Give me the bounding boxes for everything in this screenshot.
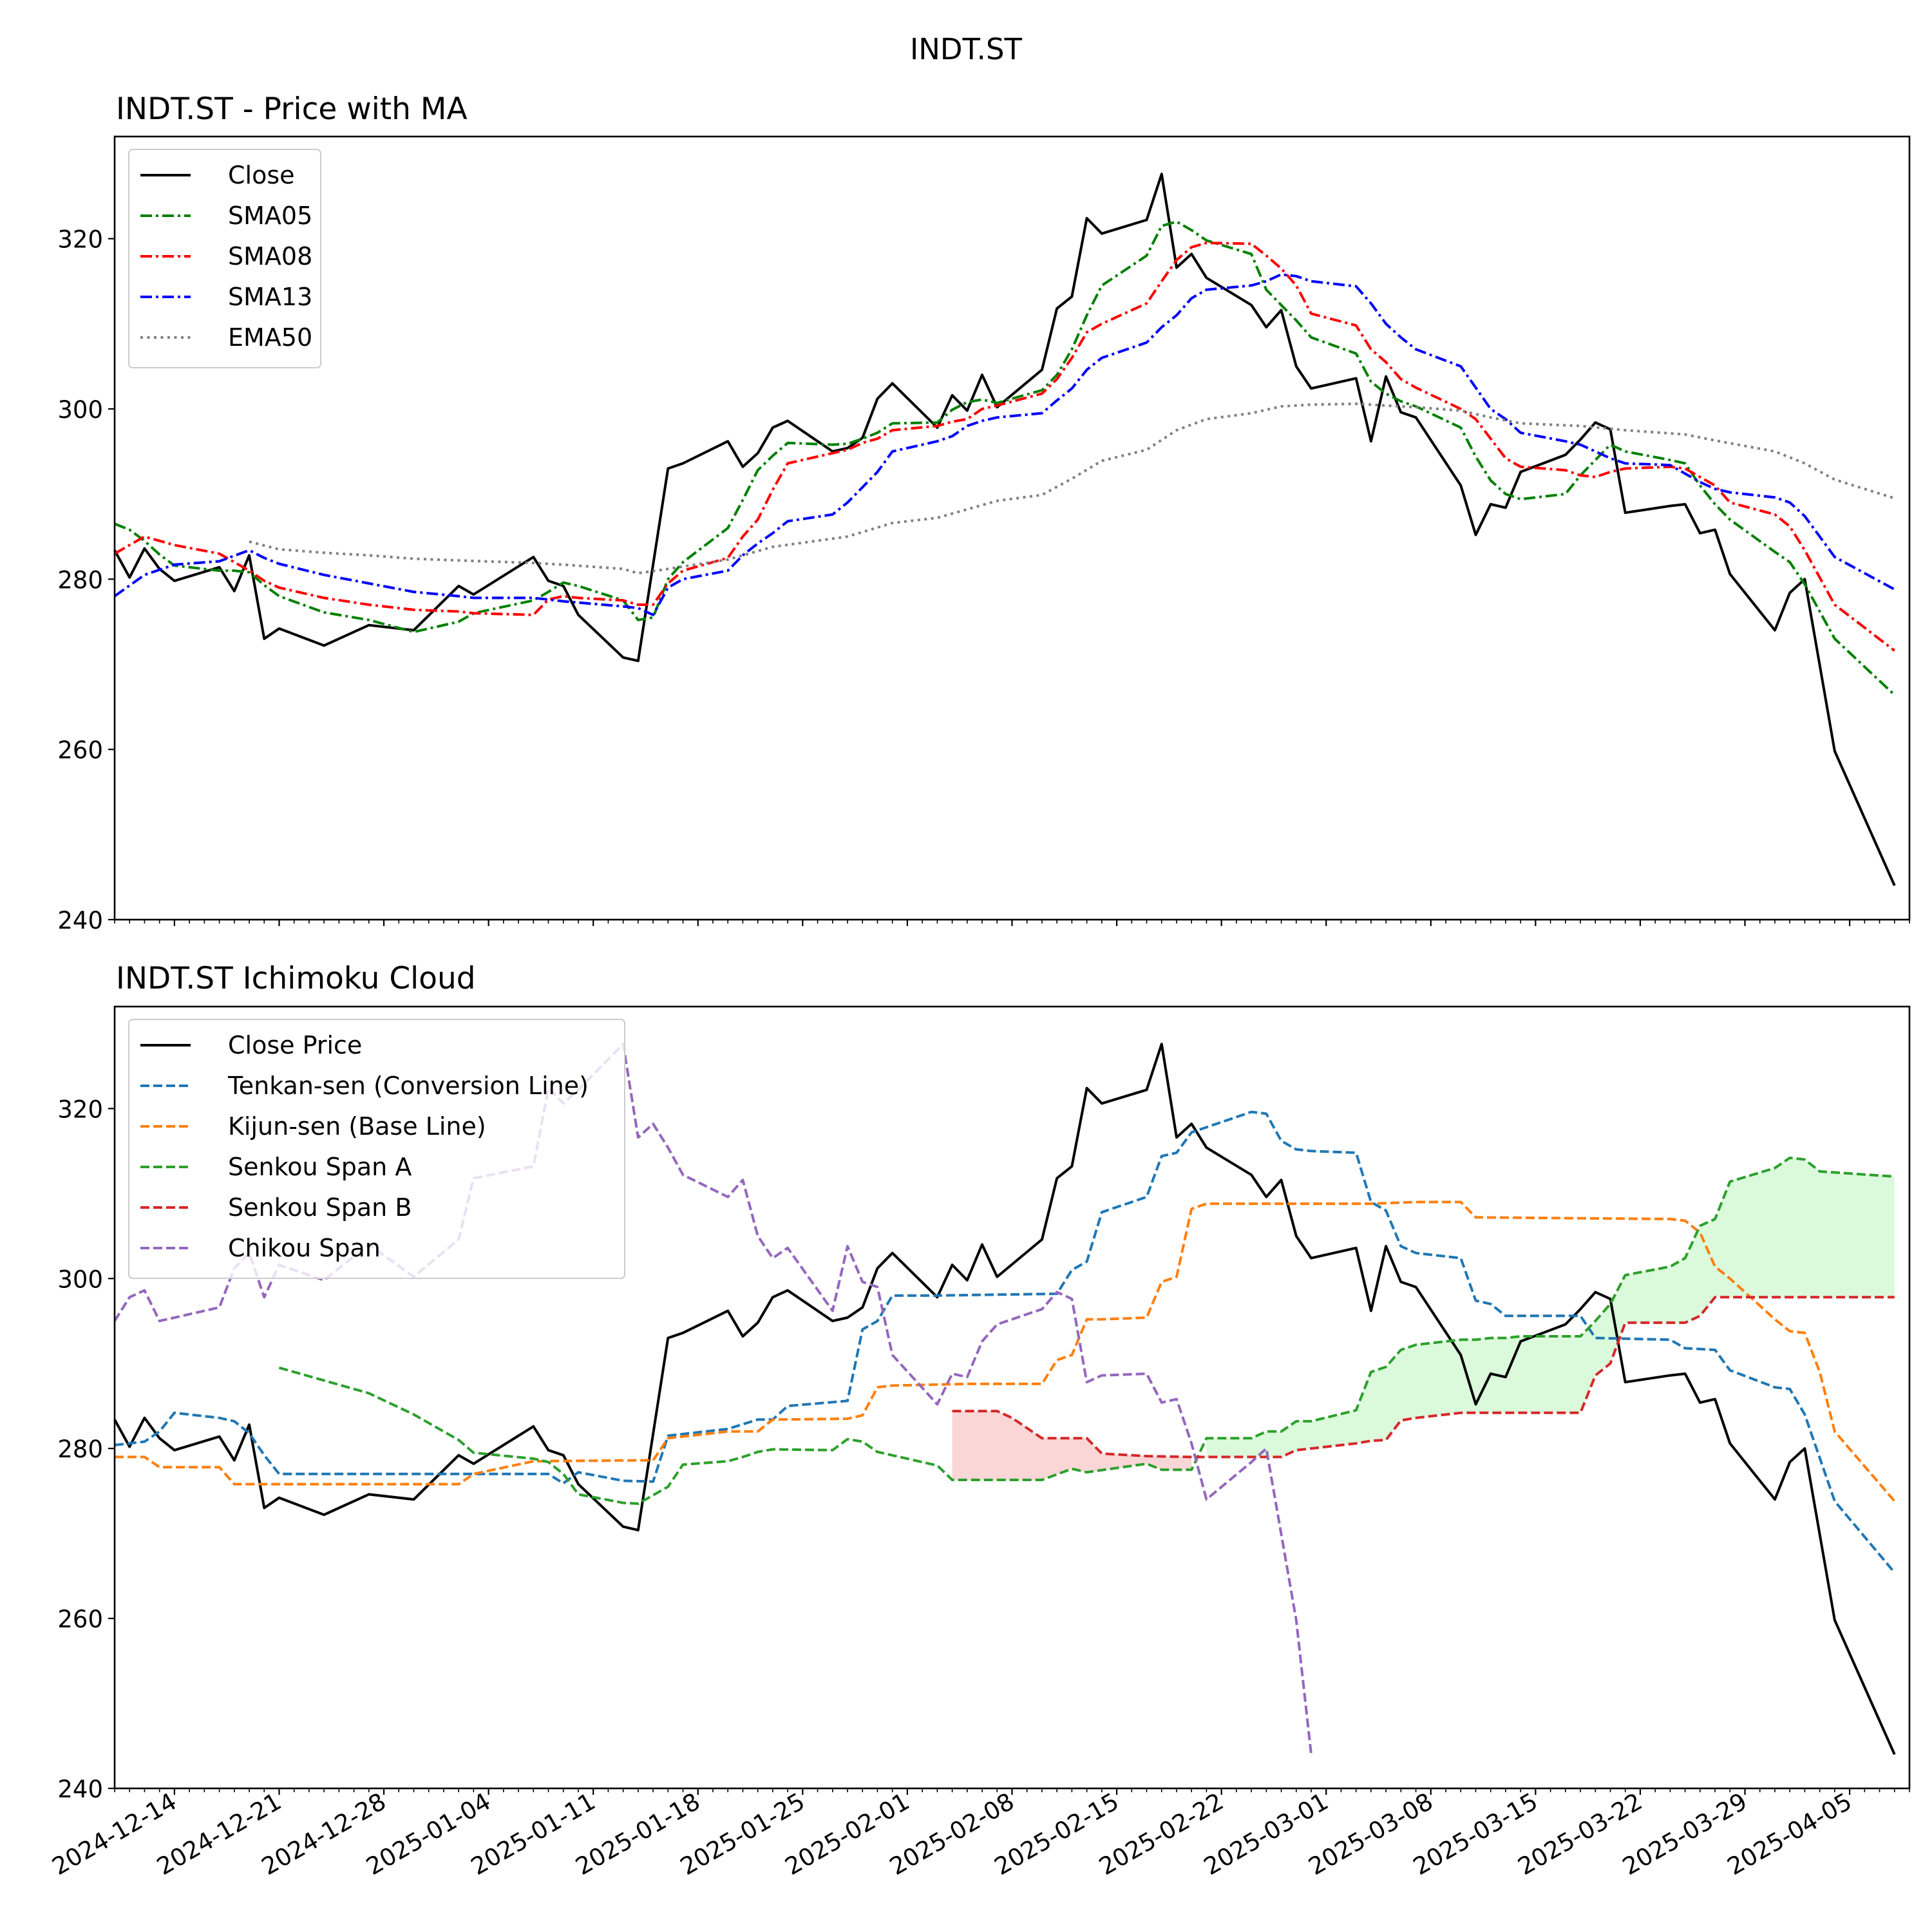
legend-label-sma13: SMA13 <box>228 283 312 311</box>
cloud-fill-bearish <box>952 1411 1192 1480</box>
y-tick-label: 260 <box>57 737 103 764</box>
price-legend: Close SMA05 SMA08 SMA13 EMA50 <box>128 149 321 368</box>
ichimoku-legend: Close Price Tenkan-sen (Conversion Line) K… <box>128 1019 625 1279</box>
y-tick-label: 260 <box>57 1605 103 1633</box>
y-tick-label: 280 <box>57 566 103 594</box>
y-tick-label: 300 <box>57 396 103 424</box>
figure-title: INDT.ST <box>910 32 1023 66</box>
legend-label-kijun-sen-base-line: Kijun-sen (Base Line) <box>228 1112 486 1141</box>
series-line-senkou-span-b <box>952 1296 1895 1459</box>
price-axes: 240 260 280 300 320 <box>57 226 1910 934</box>
legend-label-close: Close <box>228 161 295 189</box>
y-tick-label: 240 <box>57 907 103 934</box>
legend-label-senkou-span-b: Senkou Span B <box>228 1193 412 1222</box>
legend-box <box>128 149 321 368</box>
series-line-close <box>113 173 1896 886</box>
series-line-tenkan-sen-conversion-line <box>114 1110 1896 1574</box>
series-line-ema50 <box>249 402 1895 575</box>
series-line-kijun-sen-base-line <box>115 1200 1896 1502</box>
y-tick-label: 280 <box>57 1435 103 1463</box>
legend-label-close-price: Close Price <box>228 1031 362 1059</box>
y-tick-label: 320 <box>57 1095 103 1123</box>
legend-label-ema50: EMA50 <box>228 323 312 352</box>
y-tick-label: 300 <box>57 1265 103 1293</box>
legend-label-chikou-span: Chikou Span <box>228 1234 381 1262</box>
series-line-close-price <box>113 1043 1896 1756</box>
legend-label-tenkan-sen-conversion-line: Tenkan-sen (Conversion Line) <box>227 1072 589 1100</box>
y-tick-label: 320 <box>57 226 103 254</box>
panel-ichimoku: INDT.ST Ichimoku Cloud 24026028030032020… <box>48 961 1911 1880</box>
panel-title-ichimoku: INDT.ST Ichimoku Cloud <box>116 961 476 996</box>
price-series-group <box>113 173 1896 886</box>
y-tick-label: 240 <box>57 1776 103 1803</box>
panel-title-price-ma: INDT.ST - Price with MA <box>116 91 468 127</box>
legend-label-sma05: SMA05 <box>228 202 312 230</box>
cloud-fill-bullish <box>1206 1157 1895 1457</box>
legend-label-senkou-span-a: Senkou Span A <box>228 1153 412 1181</box>
ichimoku-series-group <box>113 1043 1896 1756</box>
series-line-sma13 <box>113 273 1895 616</box>
series-line-sma08 <box>114 242 1896 652</box>
panel-price-ma: INDT.ST - Price with MA 240260280300320 … <box>57 91 1911 934</box>
legend-box <box>128 1019 625 1279</box>
legend-label-sma08: SMA08 <box>228 242 312 270</box>
series-line-senkou-span-a <box>278 1156 1895 1505</box>
